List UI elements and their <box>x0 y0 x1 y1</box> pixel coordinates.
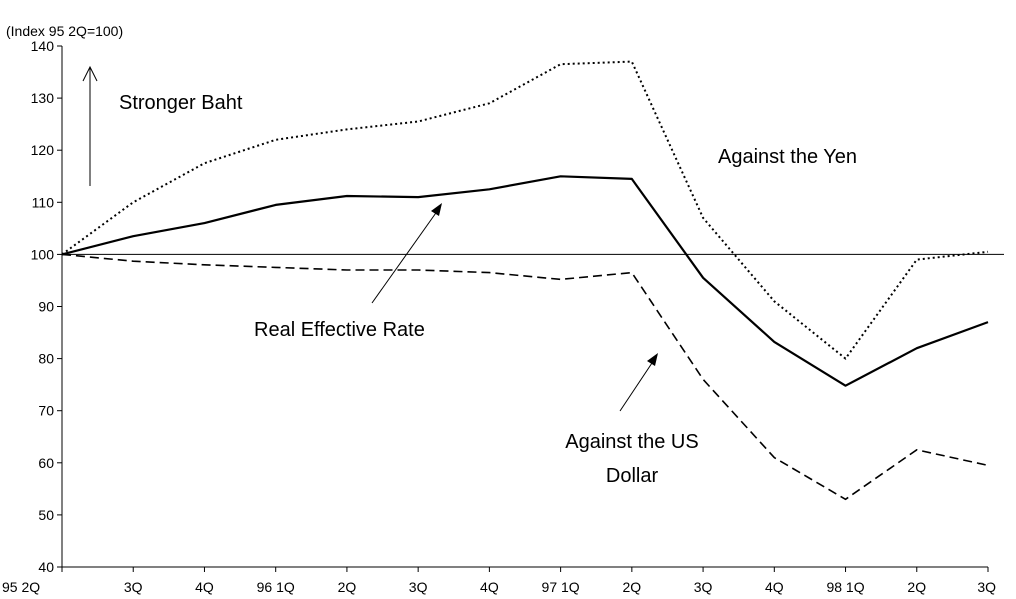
stronger-baht-arrow <box>82 65 98 186</box>
reer-arrow <box>371 203 442 304</box>
stronger-baht-label: Stronger Baht <box>119 92 243 114</box>
x-tick-label: 3Q <box>124 579 143 595</box>
y-tick-label: 50 <box>38 507 54 523</box>
x-tick-label: 4Q <box>195 579 214 595</box>
x-tick-label: 3Q <box>409 579 428 595</box>
y-tick-label: 40 <box>38 559 54 575</box>
against-usd-label-line1: Against the US <box>565 431 698 453</box>
x-tick-label: 2Q <box>907 579 926 595</box>
against-yen-label: Against the Yen <box>718 146 857 168</box>
x-tick-label: 4Q <box>765 579 784 595</box>
y-tick-label: 70 <box>38 403 54 419</box>
y-axis-unit-label: (Index 95 2Q=100) <box>6 23 123 39</box>
x-tick-label: 95 2Q <box>2 579 40 595</box>
usd-arrow <box>619 353 658 412</box>
y-tick-label: 120 <box>31 142 55 158</box>
x-tick-label: 4Q <box>480 579 499 595</box>
reer-label: Real Effective Rate <box>254 319 425 341</box>
x-tick-label: 3Q <box>694 579 713 595</box>
series-lines <box>61 60 989 501</box>
y-tick-label: 80 <box>38 351 54 367</box>
x-tick-label: 96 1Q <box>257 579 295 595</box>
y-tick-label: 60 <box>38 455 54 471</box>
against-usd-label-line2: Dollar <box>606 465 659 487</box>
series-line-reer <box>61 175 989 387</box>
y-tick-label: 100 <box>31 246 55 262</box>
series-line-yen <box>61 60 989 360</box>
y-axis: 40 50 60 70 80 90 100 110 120 130 140 <box>31 38 63 575</box>
x-tick-label: 98 1Q <box>826 579 864 595</box>
x-tick-label: 2Q <box>623 579 642 595</box>
x-tick-label: 3Q <box>977 579 996 595</box>
x-tick-label: 2Q <box>338 579 357 595</box>
y-tick-label: 140 <box>31 38 55 54</box>
series-line-usd <box>61 253 989 501</box>
x-axis: 95 2Q 3Q 4Q 96 1Q 2Q 3Q 4Q 97 1Q 2Q 3Q 4Q 98 1Q 2Q 3Q <box>2 566 996 595</box>
y-tick-label: 130 <box>31 90 55 106</box>
y-tick-label: 110 <box>32 194 55 210</box>
x-tick-label: 97 1Q <box>542 579 580 595</box>
y-tick-label: 90 <box>38 299 54 315</box>
